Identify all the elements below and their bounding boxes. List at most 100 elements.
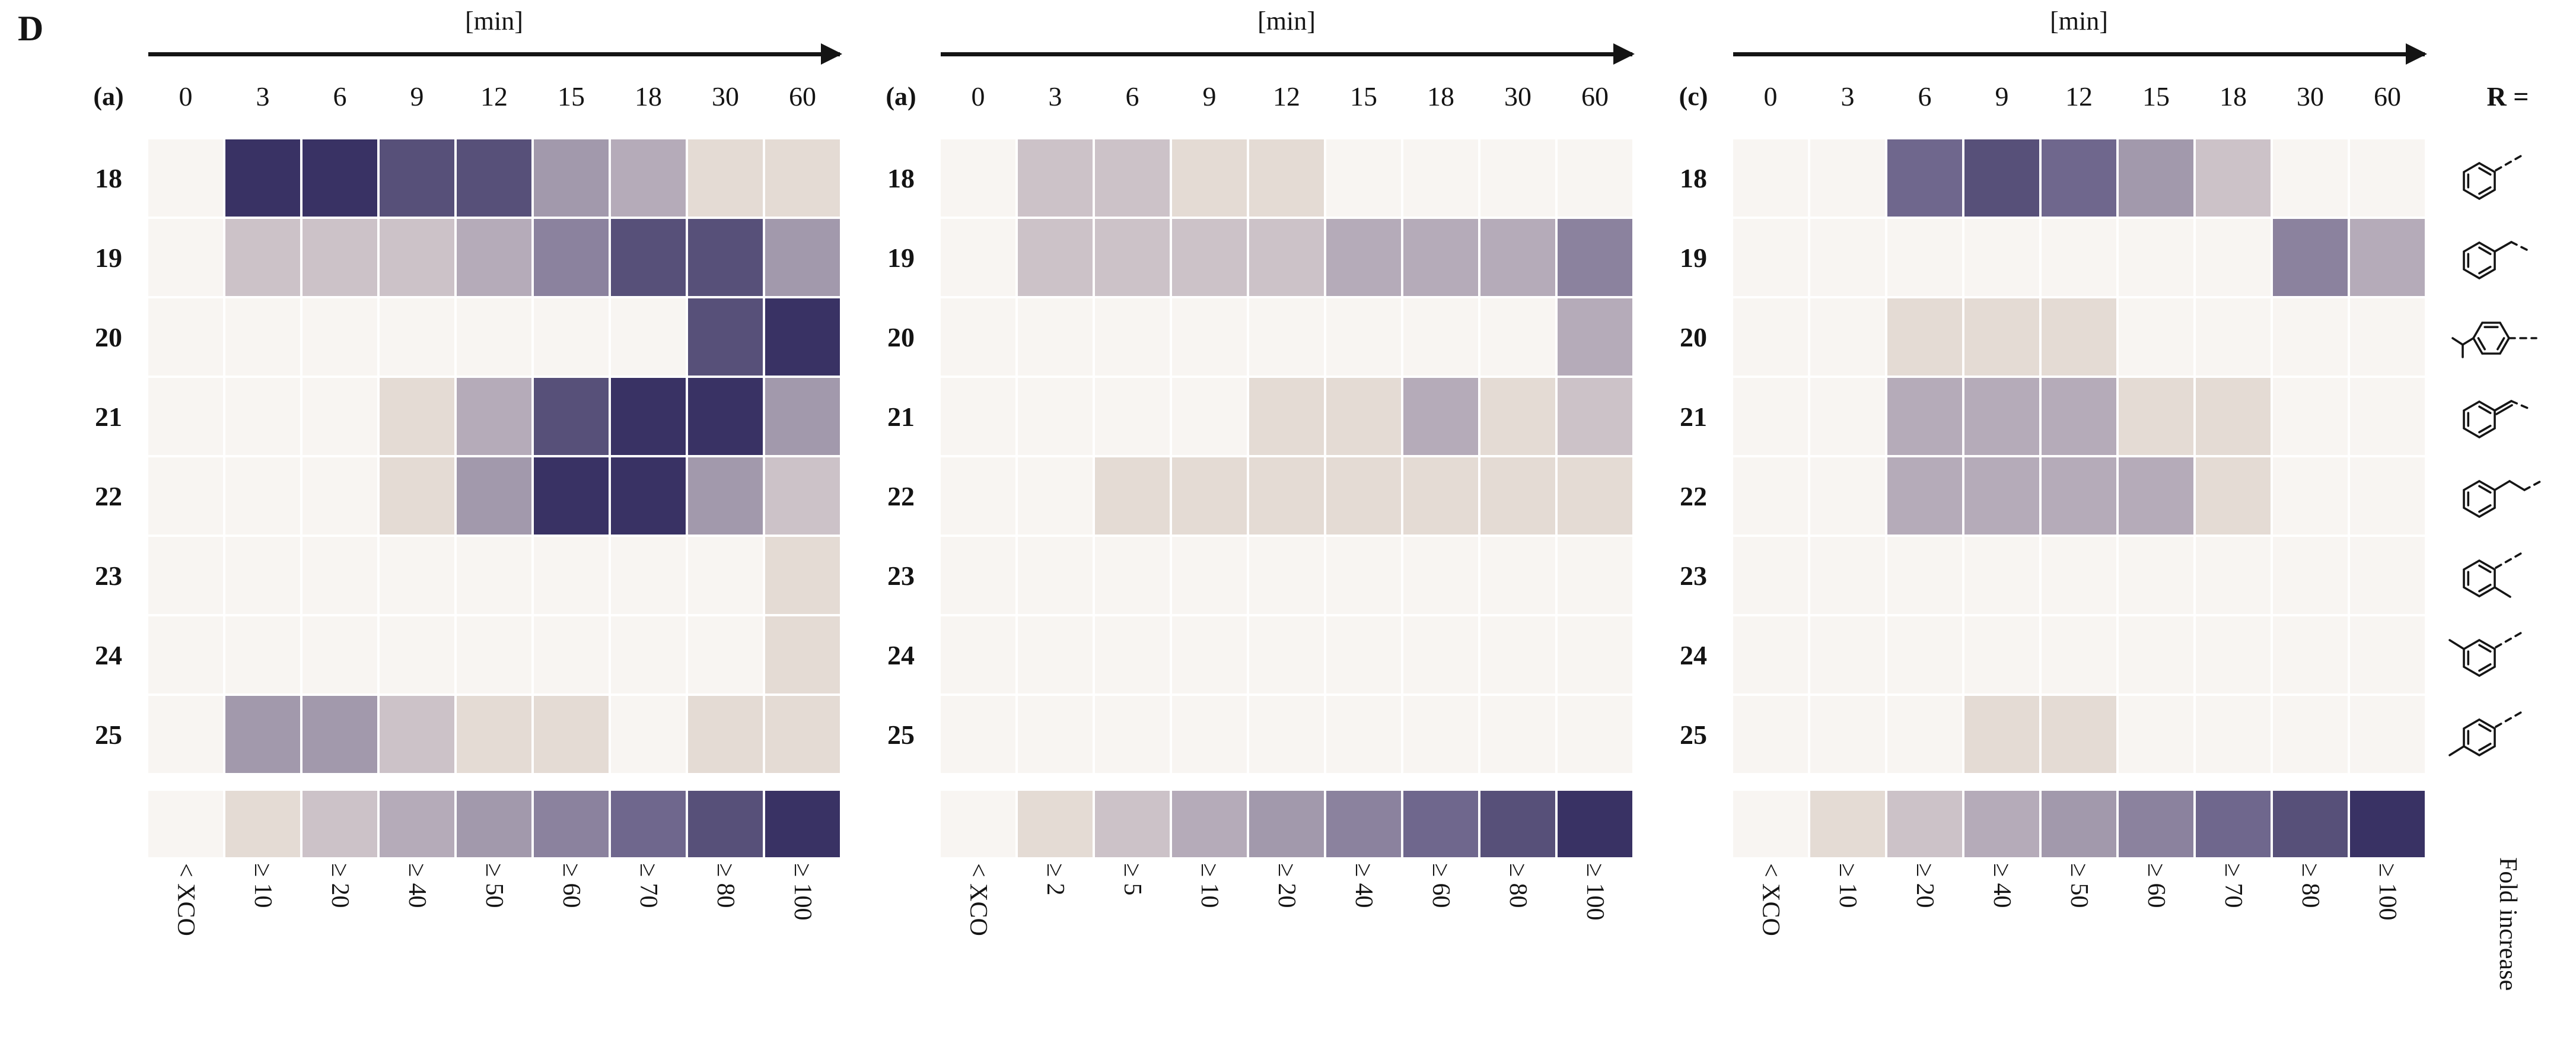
heatmap-row: 25 xyxy=(1656,696,2425,773)
heatmap-cell xyxy=(148,139,223,217)
fold-bin-label: ≥ 50 xyxy=(2065,863,2093,908)
heatmap-cell xyxy=(2042,139,2116,217)
time-axis-zone: [min] xyxy=(148,6,842,71)
time-tick-label: 9 xyxy=(1202,81,1217,112)
colorbar-cell xyxy=(2196,791,2271,857)
colorbar-cell xyxy=(1810,791,1885,857)
colorbar-cell xyxy=(1172,791,1247,857)
heatmap-cell xyxy=(2350,219,2425,296)
heatmap-cell xyxy=(611,537,686,614)
heatmap-cell xyxy=(148,219,223,296)
time-tick-label: 12 xyxy=(480,81,508,112)
heatmap-cell xyxy=(1558,298,1632,376)
colorbar-cell xyxy=(1403,791,1478,857)
compound-label: 23 xyxy=(95,560,122,591)
heatmap-row: 19 xyxy=(71,219,840,296)
colorbar-cell xyxy=(303,791,377,857)
heatmap-cell xyxy=(303,537,377,614)
heatmap-cell xyxy=(225,457,300,535)
heatmap-cell xyxy=(303,616,377,693)
colorbar-cell xyxy=(2350,791,2425,857)
colorbar-title-wrap: Fold increase xyxy=(2448,857,2567,1053)
heatmap-cell xyxy=(1403,139,1478,217)
time-tick-label: 6 xyxy=(333,81,347,112)
compound-label: 22 xyxy=(1680,481,1707,511)
heatmap-cell xyxy=(2042,696,2116,773)
colorbar-cell xyxy=(611,791,686,857)
time-tick-label: 30 xyxy=(712,81,739,112)
heatmap-cell xyxy=(1172,378,1247,455)
heatmap-cell xyxy=(1964,298,2039,376)
colorbar-cell xyxy=(2119,791,2193,857)
heatmap-cell xyxy=(534,378,609,455)
heatmap-cell xyxy=(1964,696,2039,773)
fold-bin-cell: ≥ 2 xyxy=(1018,863,1093,1011)
heatmap-cell xyxy=(688,696,763,773)
fold-bin-label: ≥ 80 xyxy=(712,863,740,908)
colorbar-title: Fold increase xyxy=(2494,857,2522,991)
heatmap-cell xyxy=(2196,139,2271,217)
fold-bin-cell: ≥ 50 xyxy=(457,863,531,1011)
heatmap-cell xyxy=(1558,537,1632,614)
fold-bin-label: ≥ 100 xyxy=(789,863,817,921)
compound-label: 24 xyxy=(1680,640,1707,670)
heatmap-cell xyxy=(1810,298,1885,376)
heatmap-cell xyxy=(380,457,454,535)
phenethyl-structure-icon xyxy=(2463,479,2541,518)
heatmap-cell xyxy=(1326,139,1401,217)
heatmap-cell xyxy=(2196,378,2271,455)
heatmap-cell xyxy=(1172,696,1247,773)
fold-bin-cell: ≥ 80 xyxy=(1480,863,1555,1011)
fold-bin-cell: ≥ 40 xyxy=(1964,863,2039,1011)
heatmap-cell xyxy=(457,616,531,693)
heatmap-cell xyxy=(2042,219,2116,296)
compound-label: 24 xyxy=(887,640,915,670)
heatmap-cell xyxy=(2273,696,2348,773)
heatmap-cell xyxy=(534,219,609,296)
heatmap-cell xyxy=(1733,696,1808,773)
heatmap-cell xyxy=(1887,219,1962,296)
colorbar-cell xyxy=(1964,791,2039,857)
fold-bin-label: ≥ 2 xyxy=(1042,863,1069,896)
heatmap-cell xyxy=(1018,139,1093,217)
4-isopropylphenyl-structure-icon xyxy=(2451,322,2537,358)
fold-bin-label: ≥ 40 xyxy=(1350,863,1378,908)
time-tick-label: 30 xyxy=(1504,81,1531,112)
heatmap-cell xyxy=(1172,616,1247,693)
heatmap-row: 21 xyxy=(1656,378,2425,455)
heatmap-cell xyxy=(380,219,454,296)
heatmap-cell xyxy=(380,537,454,614)
time-tick-row: (a) 0 3 6 9 12 15 18 30 60 xyxy=(864,71,1632,122)
fold-bin-label: ≥ 80 xyxy=(1504,863,1532,908)
heatmap-cell xyxy=(1249,298,1324,376)
heatmap-cell xyxy=(457,537,531,614)
compound-label: 21 xyxy=(95,401,122,432)
heatmap-cell xyxy=(1810,219,1885,296)
r-group-structure-23 xyxy=(2448,537,2561,616)
r-group-structure-21 xyxy=(2448,378,2561,457)
time-tick-label: 30 xyxy=(2297,81,2324,112)
2-methylphenyl-structure-icon xyxy=(2463,552,2522,598)
heatmap-cell xyxy=(1480,298,1555,376)
heatmap-cell xyxy=(2042,616,2116,693)
heatmap-cell xyxy=(941,378,1015,455)
compound-label: 24 xyxy=(95,640,122,670)
colorbar-cell xyxy=(1095,791,1170,857)
heatmap-cell xyxy=(534,616,609,693)
heatmap-cell xyxy=(225,696,300,773)
heatmap-cell xyxy=(1249,457,1324,535)
heatmap-cell xyxy=(1249,696,1324,773)
time-tick-label: 3 xyxy=(256,81,270,112)
compound-label: 19 xyxy=(1680,242,1707,273)
heatmap-row: 20 xyxy=(71,298,840,376)
panel-label: (a) xyxy=(886,82,916,111)
heatmap-cell xyxy=(2273,378,2348,455)
heatmap-grid: 18 19 20 21 22 23 24 25 xyxy=(1656,139,2425,773)
fold-bin-label: ≥ 70 xyxy=(635,863,663,908)
heatmap-cell xyxy=(1810,537,1885,614)
compound-label: 20 xyxy=(1680,322,1707,352)
heatmap-panel-1: [min] (a) 0 3 6 9 12 15 18 30 60 18 19 20 21 22 23 24 25 < … xyxy=(71,6,842,1011)
heatmap-cell xyxy=(1558,696,1632,773)
compound-label: 23 xyxy=(887,560,915,591)
colorbar-cell xyxy=(148,791,223,857)
